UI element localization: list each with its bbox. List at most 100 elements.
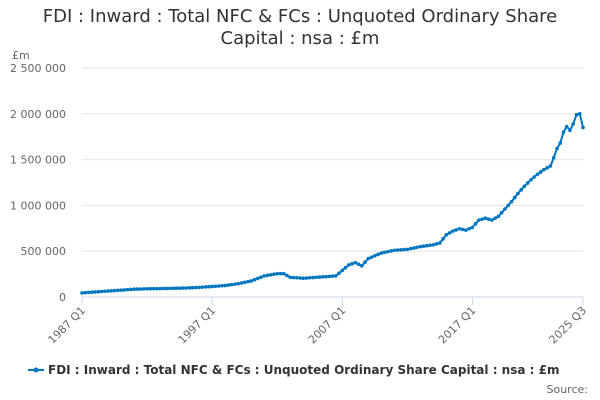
data-point[interactable] bbox=[561, 130, 566, 134]
data-point[interactable] bbox=[512, 195, 517, 200]
data-point[interactable] bbox=[281, 271, 286, 276]
data-point[interactable] bbox=[477, 218, 481, 222]
data-point[interactable] bbox=[200, 285, 205, 289]
data-point[interactable] bbox=[577, 112, 582, 116]
data-point[interactable] bbox=[356, 262, 361, 267]
data-point[interactable] bbox=[412, 246, 416, 250]
data-point[interactable] bbox=[96, 289, 101, 294]
data-point[interactable] bbox=[460, 227, 465, 232]
data-point[interactable] bbox=[268, 272, 273, 277]
data-point[interactable] bbox=[395, 248, 400, 252]
data-point[interactable] bbox=[106, 289, 110, 293]
data-point[interactable] bbox=[301, 276, 306, 281]
data-point[interactable] bbox=[259, 275, 263, 279]
data-point[interactable] bbox=[392, 248, 397, 253]
data-point[interactable] bbox=[542, 167, 546, 172]
data-point[interactable] bbox=[421, 244, 426, 248]
data-point[interactable] bbox=[119, 288, 123, 292]
data-point[interactable] bbox=[102, 289, 107, 294]
data-point[interactable] bbox=[558, 141, 563, 145]
data-point[interactable] bbox=[519, 188, 523, 192]
data-point[interactable] bbox=[545, 166, 550, 170]
data-point[interactable] bbox=[135, 287, 140, 291]
data-point[interactable] bbox=[333, 274, 338, 278]
data-point[interactable] bbox=[115, 288, 120, 293]
data-point[interactable] bbox=[262, 274, 266, 278]
data-point[interactable] bbox=[194, 285, 198, 290]
data-point[interactable] bbox=[538, 170, 543, 174]
data-point[interactable] bbox=[233, 282, 237, 286]
data-point[interactable] bbox=[181, 286, 185, 290]
data-point[interactable] bbox=[125, 287, 130, 292]
data-point[interactable] bbox=[112, 288, 117, 293]
data-point[interactable] bbox=[155, 286, 159, 291]
data-point[interactable] bbox=[486, 217, 491, 221]
data-point[interactable] bbox=[418, 244, 423, 249]
data-point[interactable] bbox=[298, 276, 302, 280]
data-point[interactable] bbox=[213, 284, 218, 289]
data-point[interactable] bbox=[525, 181, 530, 185]
data-point[interactable] bbox=[99, 289, 104, 294]
data-point[interactable] bbox=[574, 112, 579, 117]
data-point[interactable] bbox=[389, 249, 393, 253]
data-point[interactable] bbox=[314, 275, 319, 280]
data-point[interactable] bbox=[454, 228, 458, 232]
data-point[interactable] bbox=[210, 284, 214, 289]
data-point[interactable] bbox=[142, 287, 146, 291]
data-point[interactable] bbox=[275, 271, 279, 276]
data-point[interactable] bbox=[467, 226, 471, 231]
data-point[interactable] bbox=[307, 275, 312, 280]
data-point[interactable] bbox=[386, 249, 390, 254]
data-point[interactable] bbox=[236, 281, 240, 286]
data-point[interactable] bbox=[327, 274, 332, 279]
data-point[interactable] bbox=[480, 217, 484, 221]
data-point[interactable] bbox=[340, 268, 345, 273]
data-point[interactable] bbox=[207, 284, 211, 289]
data-point[interactable] bbox=[434, 242, 439, 246]
data-point[interactable] bbox=[184, 286, 188, 290]
data-point[interactable] bbox=[532, 175, 536, 179]
data-point[interactable] bbox=[171, 286, 175, 291]
data-point[interactable] bbox=[529, 177, 533, 182]
data-point[interactable] bbox=[288, 275, 293, 280]
data-point[interactable] bbox=[568, 128, 572, 133]
data-point[interactable] bbox=[425, 243, 429, 248]
data-point[interactable] bbox=[405, 247, 410, 252]
data-point[interactable] bbox=[506, 203, 510, 208]
data-point[interactable] bbox=[473, 221, 478, 226]
data-point[interactable] bbox=[330, 274, 335, 278]
data-point[interactable] bbox=[444, 232, 449, 237]
data-point[interactable] bbox=[161, 286, 166, 291]
data-point[interactable] bbox=[483, 216, 488, 221]
data-point[interactable] bbox=[164, 286, 169, 291]
data-point[interactable] bbox=[265, 273, 270, 278]
data-point[interactable] bbox=[457, 226, 462, 231]
data-point[interactable] bbox=[564, 124, 569, 129]
data-point[interactable] bbox=[369, 255, 374, 259]
data-point[interactable] bbox=[122, 288, 127, 292]
data-point[interactable] bbox=[555, 146, 559, 151]
data-point[interactable] bbox=[294, 275, 299, 280]
data-point[interactable] bbox=[490, 218, 494, 222]
data-point[interactable] bbox=[441, 237, 445, 241]
data-point[interactable] bbox=[431, 242, 436, 247]
data-point[interactable] bbox=[272, 272, 276, 277]
data-point[interactable] bbox=[252, 277, 257, 282]
data-point[interactable] bbox=[151, 286, 156, 291]
data-point[interactable] bbox=[343, 265, 348, 270]
data-point[interactable] bbox=[493, 216, 497, 221]
data-point[interactable] bbox=[366, 256, 371, 261]
data-point[interactable] bbox=[509, 199, 514, 204]
data-point[interactable] bbox=[187, 286, 192, 290]
data-point[interactable] bbox=[86, 290, 91, 295]
data-point[interactable] bbox=[278, 271, 283, 276]
data-point[interactable] bbox=[382, 250, 387, 255]
data-point[interactable] bbox=[376, 252, 380, 257]
data-point[interactable] bbox=[379, 251, 384, 255]
data-point[interactable] bbox=[551, 155, 556, 160]
data-point[interactable] bbox=[216, 284, 221, 288]
legend[interactable]: FDI : Inward : Total NFC & FCs : Unquote… bbox=[28, 363, 559, 377]
data-point[interactable] bbox=[516, 191, 520, 196]
data-point[interactable] bbox=[363, 260, 367, 264]
data-point[interactable] bbox=[415, 245, 419, 250]
